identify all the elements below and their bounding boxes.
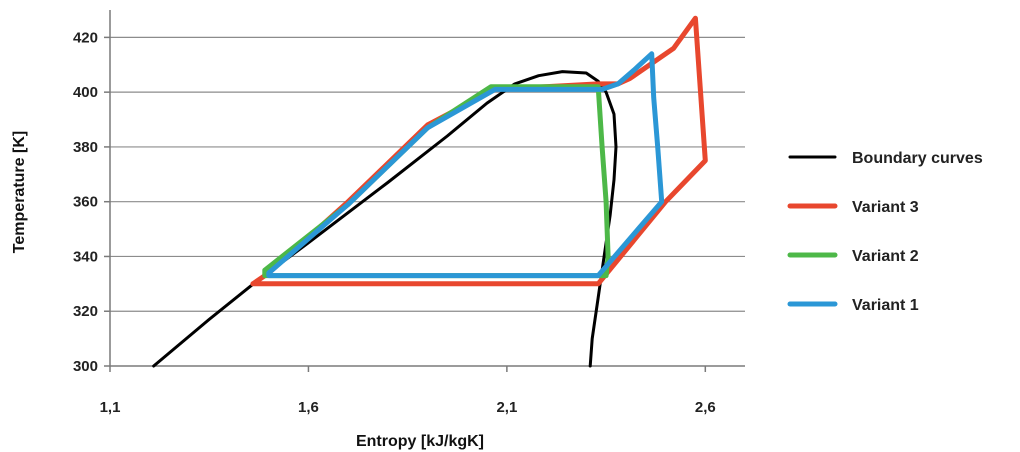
x-tick-label: 1,1 — [100, 399, 121, 416]
tick-labels: 300 320 340 360 380 400 420 1,1 1,6 2,1 2,6 — [73, 29, 716, 416]
series-line-variant-3 — [250, 15, 708, 287]
y-tick-label: 320 — [73, 303, 98, 320]
y-tick-label: 340 — [73, 248, 98, 265]
x-tick-label: 1,6 — [298, 399, 319, 416]
legend: Boundary curves Variant 3 Variant 2 Variant… — [787, 150, 983, 314]
y-tick-label: 400 — [73, 84, 98, 101]
axes — [104, 10, 745, 372]
legend-label: Variant 2 — [852, 248, 919, 265]
legend-label: Variant 3 — [852, 199, 919, 216]
x-axis-title: Entropy [kJ/kgK] — [356, 433, 484, 450]
y-axis-title: Temperature [K] — [11, 131, 28, 253]
legend-label: Boundary curves — [852, 150, 983, 167]
series-line-variant-2 — [262, 84, 611, 279]
x-tick-label: 2,6 — [695, 399, 716, 416]
series-line-boundary-curves — [152, 70, 618, 368]
series-line-variant-1 — [266, 51, 665, 279]
x-tick-label: 2,1 — [496, 399, 517, 416]
y-tick-label: 380 — [73, 139, 98, 156]
grid-lines — [110, 36, 745, 312]
y-tick-label: 300 — [73, 358, 98, 375]
y-tick-label: 420 — [73, 29, 98, 46]
series-lines — [152, 15, 708, 368]
y-tick-label: 360 — [73, 194, 98, 211]
legend-label: Variant 1 — [852, 297, 919, 314]
